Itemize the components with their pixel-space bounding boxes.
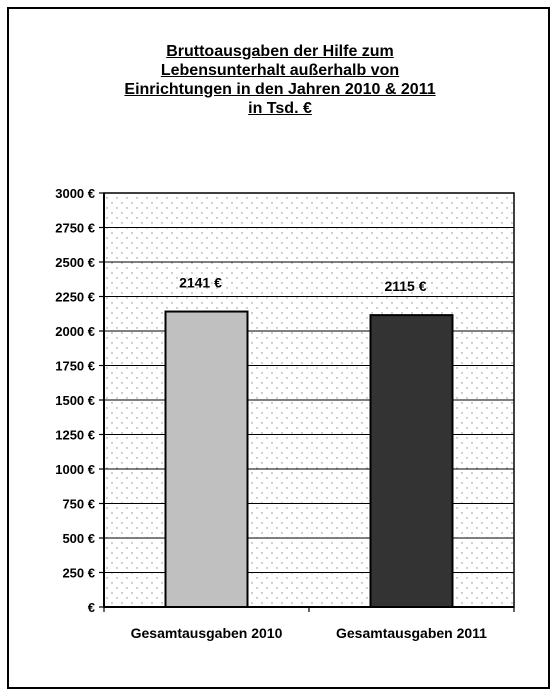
y-tick-label: €: [88, 600, 95, 615]
y-tick-label: 1000 €: [55, 462, 95, 477]
axes: [99, 192, 515, 612]
chart-title-line-3: Einrichtungen in den Jahren 2010 & 2011: [124, 81, 436, 98]
data-label-1: 2141 €: [179, 275, 222, 291]
data-label-2: 2115 €: [384, 278, 426, 294]
chart-title-line-4: in Tsd. €: [248, 100, 312, 117]
y-tick-label: 2750 €: [55, 221, 95, 236]
x-axis-tick-labels: Gesamtausgaben 2010 Gesamtausgaben 2011: [131, 625, 488, 641]
y-tick-label: 3000 €: [55, 186, 95, 201]
y-tick-label: 2500 €: [55, 255, 95, 270]
bar-2: [369, 314, 454, 608]
data-labels: 2141 € 2115 €: [179, 275, 427, 295]
y-axis-tick-labels: €250 € 500 € 750 € 1000 € 1250 € 1500 € 1750 €…: [55, 186, 95, 615]
chart-title-line-1: Bruttoausgaben der Hilfe zum: [166, 43, 394, 60]
x-tick-label-2: Gesamtausgaben 2011: [336, 625, 487, 641]
chart-title: Bruttoausgaben der Hilfe zum Lebensunter…: [0, 42, 560, 118]
y-tick-label: 250 €: [62, 566, 95, 581]
y-tick-label: 500 €: [62, 531, 95, 546]
y-tick-label: 750 €: [62, 497, 95, 512]
x-tick-label-1: Gesamtausgaben 2010: [131, 625, 283, 641]
y-tick-label: 1250 €: [55, 428, 95, 443]
y-tick-label: 1750 €: [55, 359, 95, 374]
y-tick-label: 1500 €: [55, 393, 95, 408]
y-tick-label: 2000 €: [55, 324, 95, 339]
y-tick-label: 2250 €: [55, 290, 95, 305]
bars: [164, 310, 454, 608]
bar-1: [164, 310, 249, 608]
chart-title-line-2: Lebensunterhalt außerhalb von: [160, 62, 400, 79]
